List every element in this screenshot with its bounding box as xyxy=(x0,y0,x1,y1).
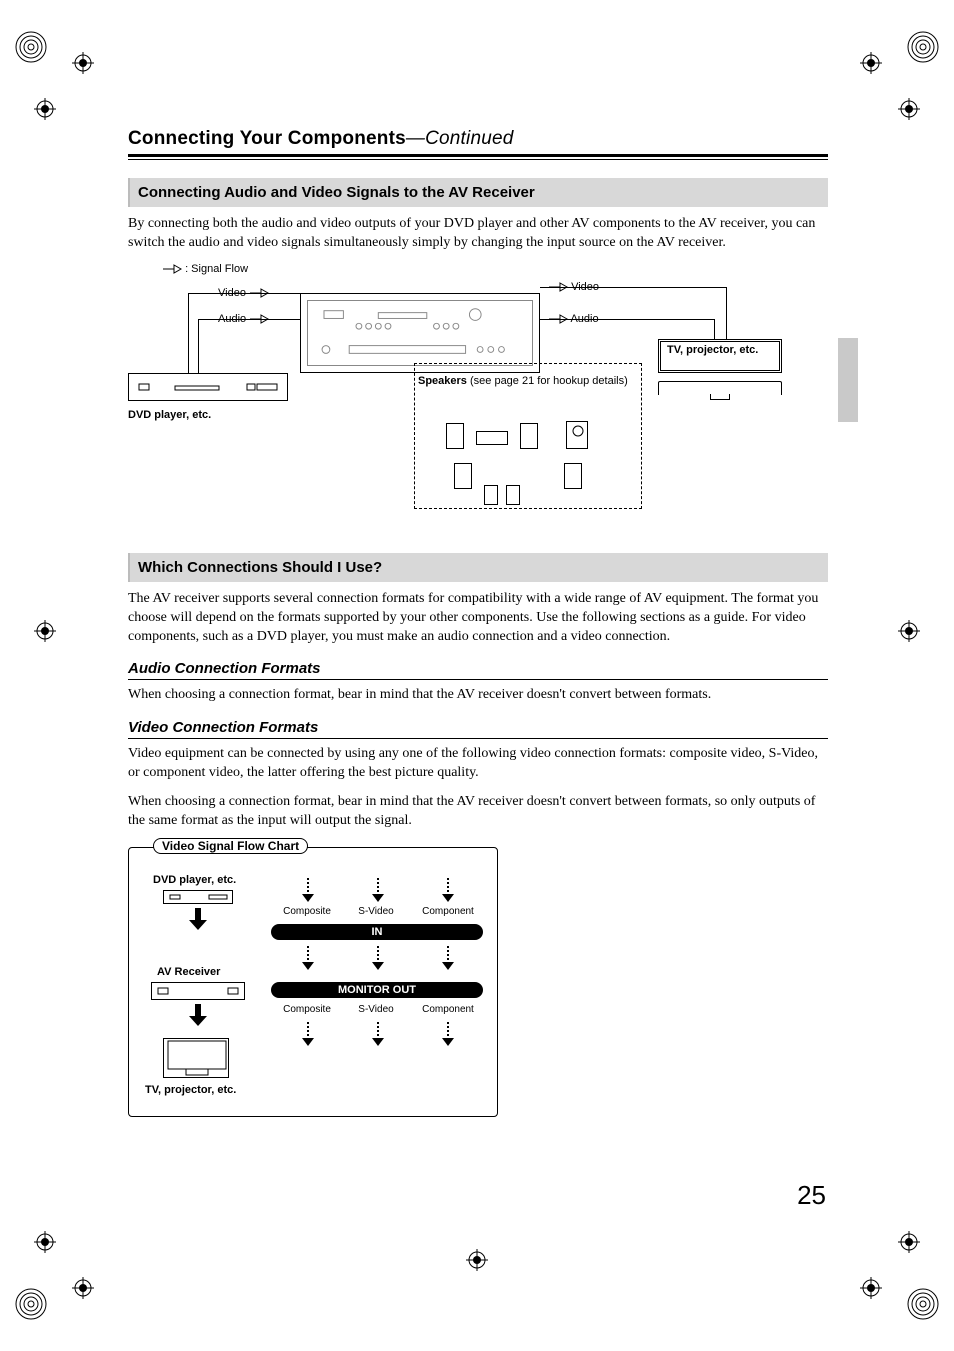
arrow-down-dashed-icon xyxy=(302,1022,314,1046)
video-flow-chart: Video Signal Flow Chart DVD player, etc.… xyxy=(128,847,498,1117)
section-heading-connecting: Connecting Audio and Video Signals to th… xyxy=(128,178,828,207)
arrow-down-dashed-icon xyxy=(442,946,454,970)
speaker-sr-icon xyxy=(564,463,582,489)
flow-chart-title: Video Signal Flow Chart xyxy=(153,838,308,854)
arrow-down-icon xyxy=(189,1004,207,1026)
speaker-fr-icon xyxy=(520,423,538,449)
dvd-small-icon xyxy=(163,890,233,904)
col-component-1: Component xyxy=(417,906,479,917)
speakers-label-bold: Speakers xyxy=(418,375,467,387)
arrow-down-dashed-icon xyxy=(302,878,314,902)
av-receiver-icon xyxy=(300,293,540,373)
register-mark-icon xyxy=(72,52,94,74)
tv-small-icon xyxy=(163,1038,229,1078)
in-bar: IN xyxy=(271,924,483,940)
video-formats-body1: Video equipment can be connected by usin… xyxy=(128,745,828,783)
out-bar: MONITOR OUT xyxy=(271,982,483,998)
col-svideo-2: S-Video xyxy=(351,1004,401,1015)
d2-dvd-label: DVD player, etc. xyxy=(153,874,236,886)
speaker-center-icon xyxy=(476,431,508,445)
side-tab xyxy=(838,338,858,422)
page-title: Connecting Your Components—Continued xyxy=(128,128,828,150)
video-formats-heading: Video Connection Formats xyxy=(128,719,828,736)
arrow-down-dashed-icon xyxy=(372,946,384,970)
video-formats-body2: When choosing a connection format, bear … xyxy=(128,793,828,831)
title-rule-thin xyxy=(128,159,828,160)
d2-tv-label: TV, projector, etc. xyxy=(145,1084,236,1096)
spiral-mark-icon xyxy=(906,30,940,64)
audio-formats-body: When choosing a connection format, bear … xyxy=(128,686,828,705)
speaker-sbl-icon xyxy=(484,485,498,505)
page-number: 25 xyxy=(797,1180,826,1211)
register-mark-icon xyxy=(898,98,920,120)
register-mark-icon xyxy=(466,1249,488,1271)
register-mark-icon xyxy=(34,1231,56,1253)
signal-flow-icon xyxy=(162,263,182,275)
audio-formats-heading: Audio Connection Formats xyxy=(128,660,828,677)
arrow-down-dashed-icon xyxy=(442,1022,454,1046)
speakers-label-rest: (see page 21 for hookup details) xyxy=(467,375,628,387)
col-svideo-1: S-Video xyxy=(351,906,401,917)
section1-body: By connecting both the audio and video o… xyxy=(128,215,828,253)
register-mark-icon xyxy=(34,620,56,642)
video-rule xyxy=(128,738,828,739)
col-composite-1: Composite xyxy=(279,906,335,917)
arrow-down-dashed-icon xyxy=(302,946,314,970)
col-composite-2: Composite xyxy=(279,1004,335,1015)
tv-label-box: TV, projector, etc. xyxy=(658,339,782,373)
register-mark-icon xyxy=(898,620,920,642)
register-mark-icon xyxy=(72,1277,94,1299)
arrow-down-icon xyxy=(189,908,207,930)
title-rule-thick xyxy=(128,154,828,157)
arrow-down-dashed-icon xyxy=(372,878,384,902)
tv-stand-icon xyxy=(710,394,730,400)
page-title-main: Connecting Your Components xyxy=(128,128,406,149)
audio-rule xyxy=(128,679,828,680)
speakers-label: Speakers (see page 21 for hookup details… xyxy=(418,375,634,387)
signal-flow-label: : Signal Flow xyxy=(185,263,248,275)
arrow-down-dashed-icon xyxy=(372,1022,384,1046)
page-title-continued: —Continued xyxy=(406,128,514,149)
signal-flow-diagram: : Signal Flow Video Audio xyxy=(128,263,828,523)
register-mark-icon xyxy=(34,98,56,120)
arrow-down-dashed-icon xyxy=(442,878,454,902)
col-component-2: Component xyxy=(417,1004,479,1015)
speaker-sl-icon xyxy=(454,463,472,489)
spiral-mark-icon xyxy=(14,1287,48,1321)
spiral-mark-icon xyxy=(906,1287,940,1321)
register-mark-icon xyxy=(898,1231,920,1253)
dvd-player-icon xyxy=(128,373,288,401)
avr-small-icon xyxy=(151,982,245,1000)
dvd-label: DVD player, etc. xyxy=(128,409,211,421)
spiral-mark-icon xyxy=(14,30,48,64)
tv-label: TV, projector, etc. xyxy=(667,344,758,356)
section2-body: The AV receiver supports several connect… xyxy=(128,590,828,647)
subwoofer-icon xyxy=(566,421,588,449)
d2-avr-label: AV Receiver xyxy=(157,966,220,978)
register-mark-icon xyxy=(860,52,882,74)
speaker-fl-icon xyxy=(446,423,464,449)
speaker-sbr-icon xyxy=(506,485,520,505)
register-mark-icon xyxy=(860,1277,882,1299)
section-heading-which: Which Connections Should I Use? xyxy=(128,553,828,582)
tv-icon xyxy=(658,381,782,395)
